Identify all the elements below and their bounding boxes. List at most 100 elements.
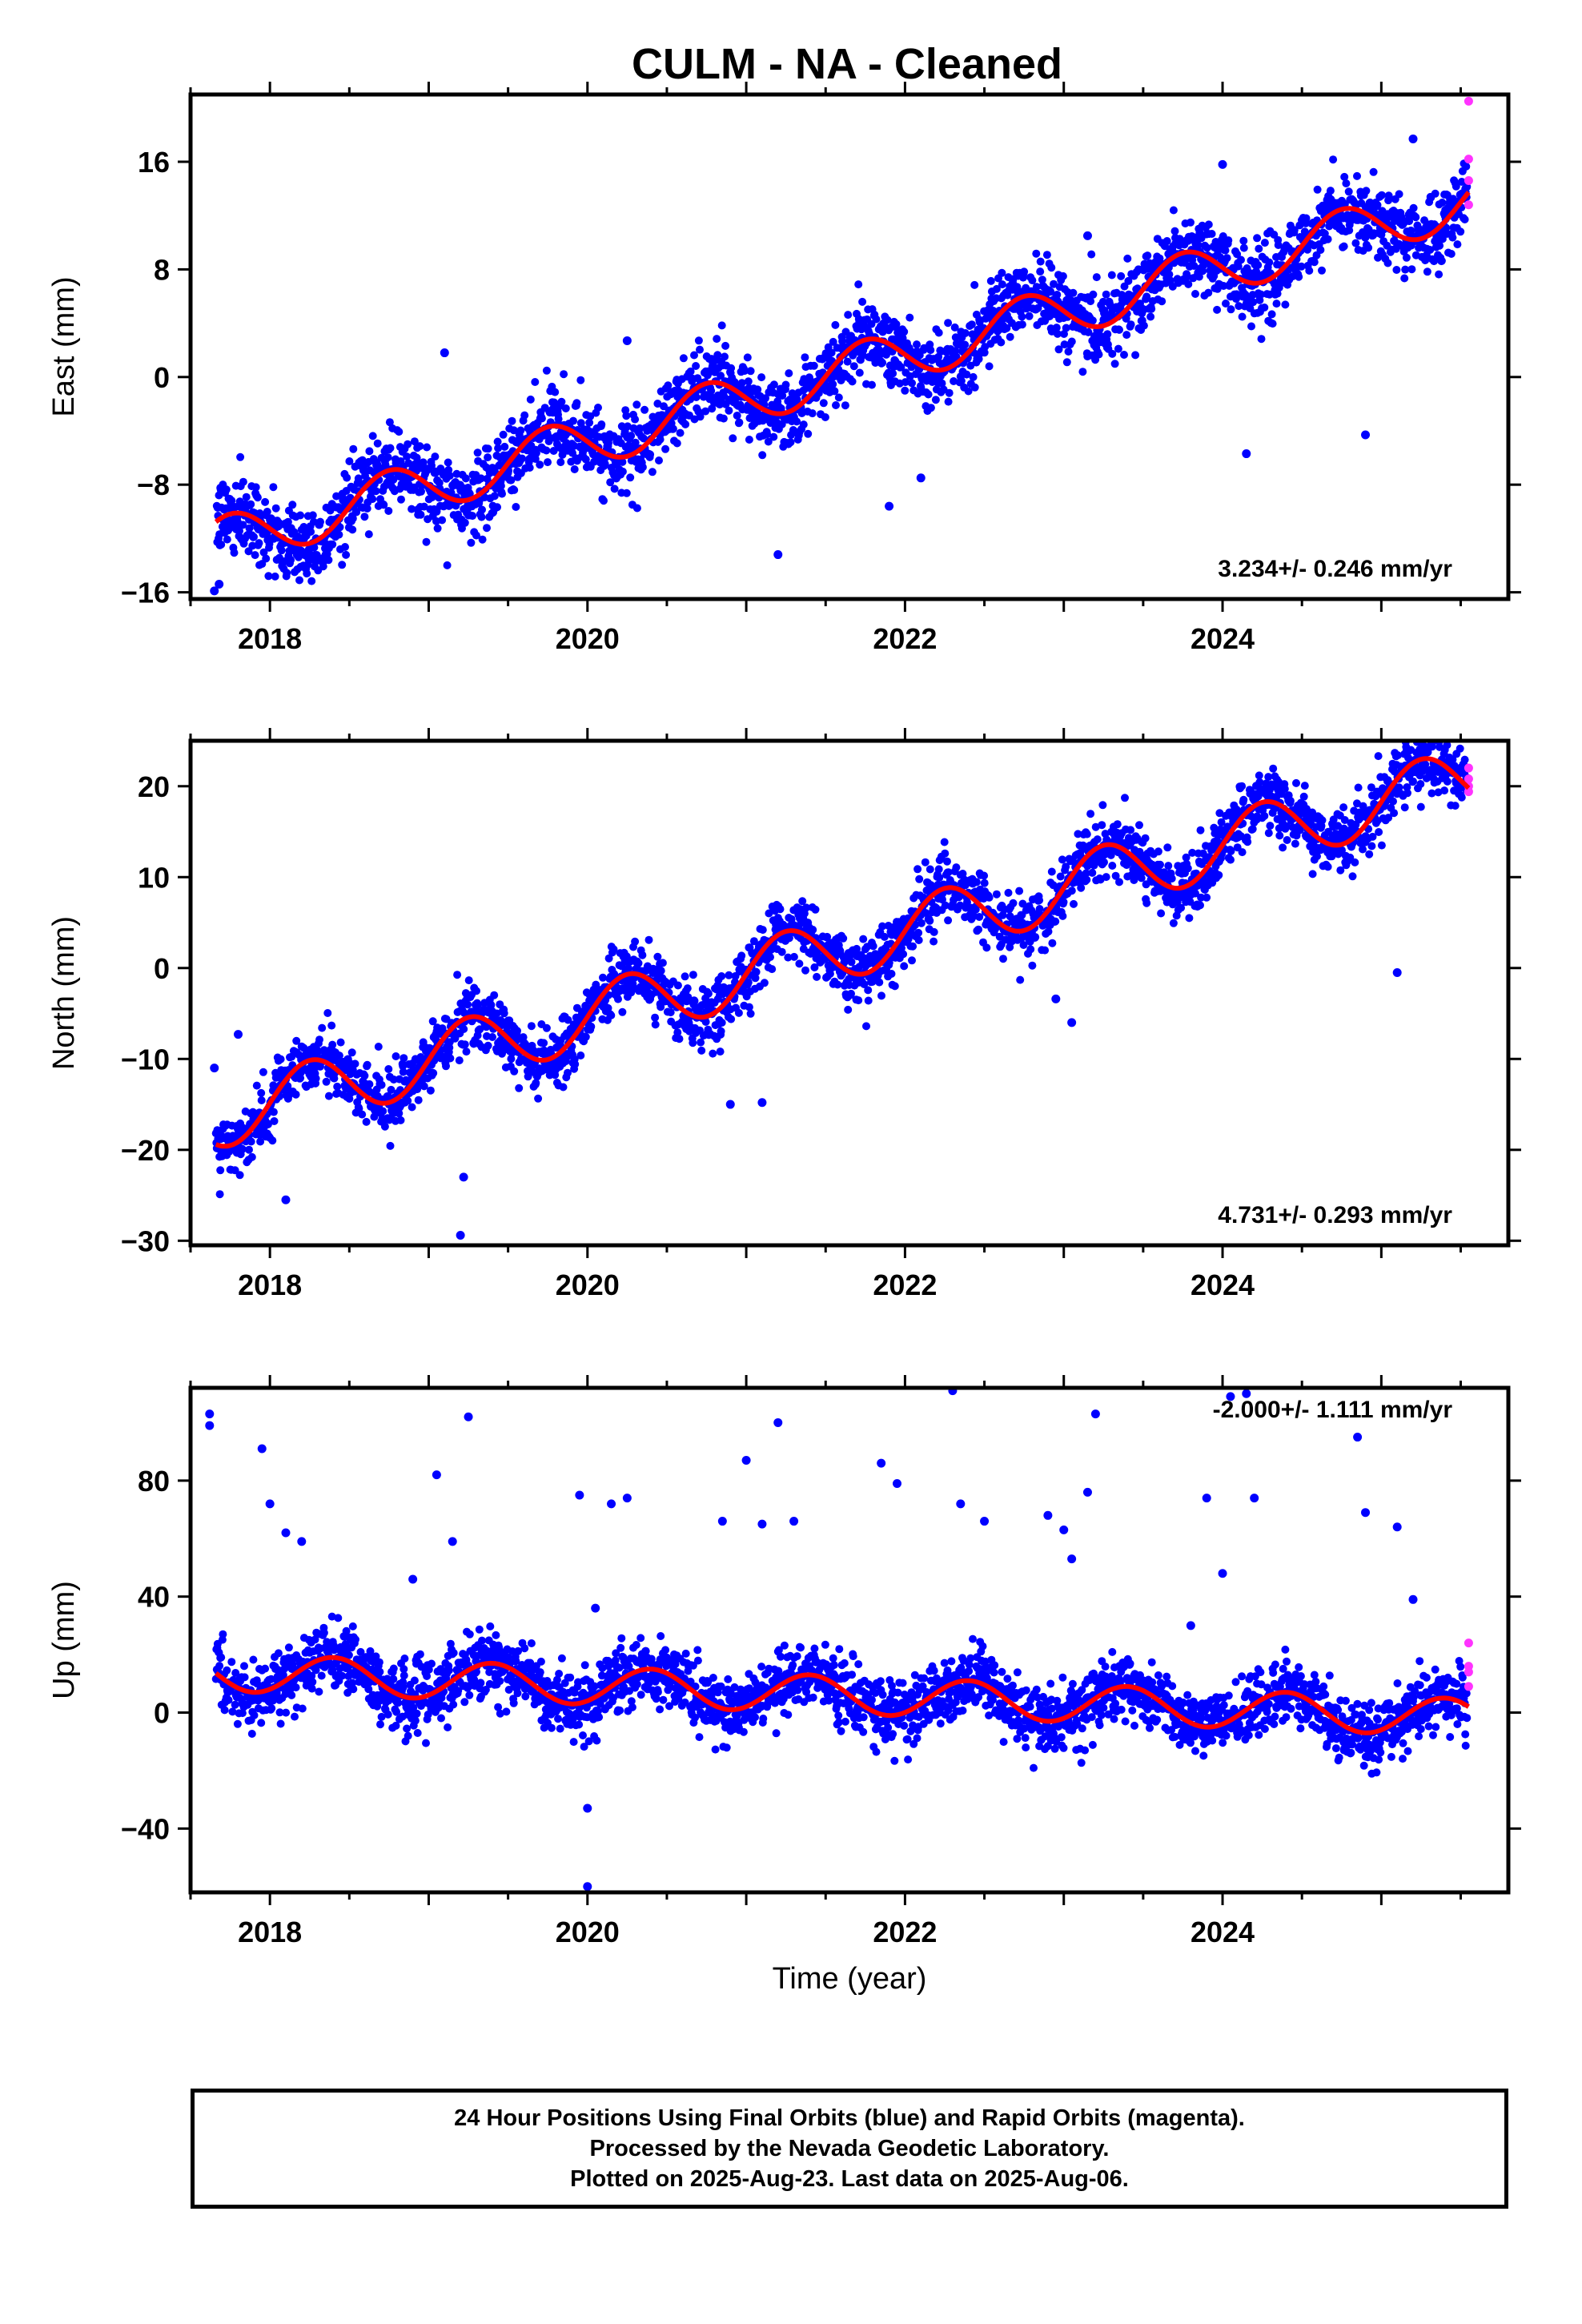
final-orbit-point xyxy=(484,444,492,453)
final-orbit-point xyxy=(1032,283,1041,292)
outlier-point xyxy=(210,586,219,596)
final-orbit-point xyxy=(622,412,631,420)
final-orbit-point xyxy=(655,456,663,464)
final-orbit-point xyxy=(1093,835,1102,844)
final-orbit-point xyxy=(253,493,262,502)
final-orbit-point xyxy=(821,413,829,421)
final-orbit-point xyxy=(1126,826,1135,834)
final-orbit-point xyxy=(1437,256,1446,265)
final-orbit-point xyxy=(1048,939,1057,947)
final-orbit-point xyxy=(1197,893,1206,902)
final-orbit-point xyxy=(408,1103,416,1112)
final-orbit-point xyxy=(345,457,354,465)
final-orbit-point xyxy=(1233,250,1242,259)
final-orbit-point xyxy=(1339,242,1348,251)
final-orbit-point xyxy=(1120,351,1128,359)
final-orbit-point xyxy=(1323,235,1332,243)
final-orbit-point xyxy=(1237,255,1245,264)
final-orbit-point xyxy=(557,397,566,406)
final-orbit-point xyxy=(445,472,454,480)
final-orbit-point xyxy=(1089,290,1098,299)
final-orbit-point xyxy=(358,1110,367,1119)
final-orbit-point xyxy=(969,372,978,381)
final-orbit-point xyxy=(1400,274,1409,283)
final-orbit-point xyxy=(564,1015,572,1024)
final-orbit-point xyxy=(322,1077,331,1086)
final-orbit-point xyxy=(276,1055,285,1063)
final-orbit-point xyxy=(460,1025,468,1033)
final-orbit-point xyxy=(951,333,960,342)
final-orbit-point xyxy=(1183,864,1192,873)
final-orbit-point xyxy=(498,489,506,498)
final-orbit-point xyxy=(749,937,758,946)
final-orbit-point xyxy=(1146,312,1155,321)
final-orbit-point xyxy=(1035,896,1044,905)
final-orbit-point xyxy=(669,424,677,433)
y-tick-label: 16 xyxy=(138,146,170,179)
final-orbit-point xyxy=(758,451,767,460)
final-orbit-point xyxy=(1098,801,1107,810)
final-orbit-point xyxy=(938,895,946,904)
final-orbit-point xyxy=(982,943,991,952)
final-orbit-point xyxy=(544,437,553,445)
final-orbit-point xyxy=(544,458,552,467)
final-orbit-point xyxy=(1088,316,1097,325)
final-orbit-point xyxy=(741,367,749,376)
final-orbit-point xyxy=(1058,911,1067,920)
final-orbit-point xyxy=(1121,794,1129,802)
final-orbit-point xyxy=(1255,771,1263,780)
final-orbit-point xyxy=(666,1008,675,1017)
final-orbit-point xyxy=(247,1137,255,1146)
final-orbit-point xyxy=(962,370,971,379)
rapid-orbit-point xyxy=(1464,96,1473,106)
final-orbit-point xyxy=(1032,249,1041,258)
outlier-point xyxy=(885,501,894,511)
final-orbit-point xyxy=(576,1051,585,1059)
final-orbit-point xyxy=(1139,321,1148,330)
final-orbit-point xyxy=(1046,312,1054,320)
final-orbit-point xyxy=(384,507,393,515)
final-orbit-point xyxy=(860,980,869,988)
final-orbit-point xyxy=(1164,862,1173,870)
final-orbit-point xyxy=(1238,782,1247,790)
final-orbit-point xyxy=(307,528,315,536)
final-orbit-point xyxy=(1084,328,1093,336)
final-orbit-point xyxy=(825,970,834,978)
final-orbit-point xyxy=(500,442,509,451)
final-orbit-point xyxy=(592,980,600,989)
final-orbit-point xyxy=(419,458,428,467)
final-orbit-point xyxy=(354,474,363,483)
final-orbit-point xyxy=(387,1085,396,1094)
final-orbit-point xyxy=(363,505,371,513)
final-orbit-point xyxy=(373,439,382,448)
final-orbit-point xyxy=(890,982,899,991)
final-orbit-point xyxy=(1019,941,1028,949)
final-orbit-point xyxy=(1082,830,1091,838)
final-orbit-point xyxy=(465,489,474,498)
final-orbit-point xyxy=(377,1080,386,1089)
final-orbit-point xyxy=(1342,179,1351,187)
final-orbit-point xyxy=(1108,349,1117,358)
final-orbit-point xyxy=(632,504,641,513)
final-orbit-point xyxy=(914,928,923,937)
final-orbit-point xyxy=(365,447,374,456)
final-orbit-point xyxy=(1082,875,1091,884)
final-orbit-point xyxy=(499,430,508,439)
x-tick-label: 2020 xyxy=(556,622,620,655)
final-orbit-point xyxy=(843,357,852,366)
final-orbit-point xyxy=(537,414,546,423)
final-orbit-point xyxy=(587,1022,596,1031)
final-orbit-point xyxy=(570,465,579,473)
final-orbit-point xyxy=(997,338,1006,347)
final-orbit-point xyxy=(963,898,971,907)
final-orbit-point xyxy=(1254,792,1263,801)
final-orbit-point xyxy=(941,901,950,910)
final-orbit-point xyxy=(1059,898,1068,907)
final-orbit-point xyxy=(1077,883,1086,892)
final-orbit-point xyxy=(855,368,864,377)
final-orbit-point xyxy=(975,913,984,921)
final-orbit-point xyxy=(408,505,416,513)
final-orbit-point xyxy=(386,444,395,452)
final-orbit-point xyxy=(1036,267,1045,276)
final-orbit-point xyxy=(769,432,778,441)
